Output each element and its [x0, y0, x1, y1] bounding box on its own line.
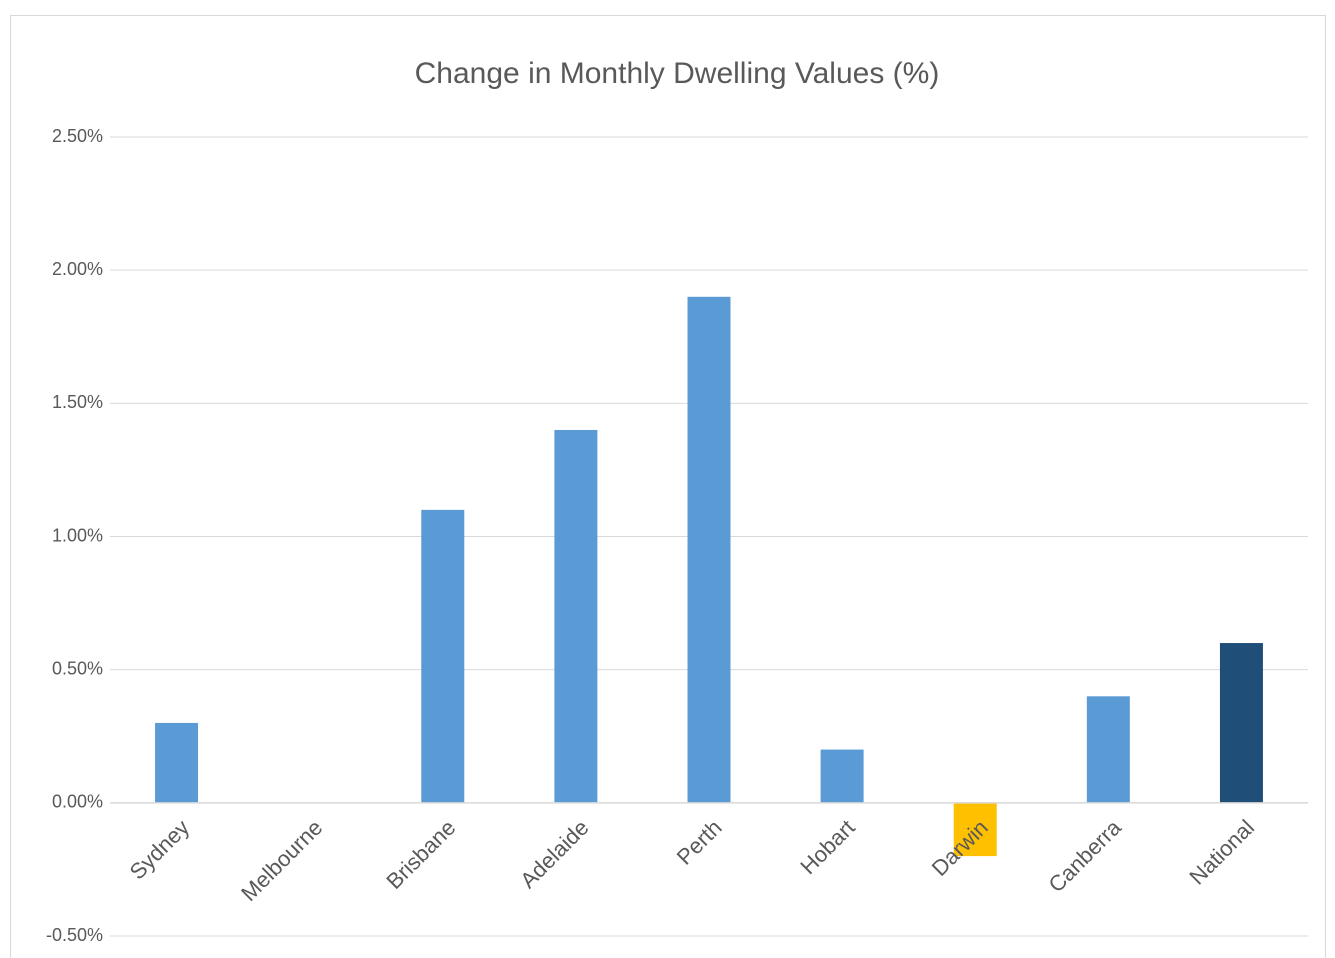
bar	[687, 296, 731, 803]
y-tick-label: 2.00%	[52, 259, 103, 279]
chart-title: Change in Monthly Dwelling Values (%)	[415, 57, 940, 90]
bar	[1219, 643, 1263, 803]
bar	[155, 722, 199, 803]
bar	[554, 429, 598, 803]
bar	[421, 509, 465, 803]
bar	[1086, 696, 1130, 803]
chart-frame	[10, 15, 1326, 958]
y-tick-label: 1.50%	[52, 392, 103, 412]
y-tick-label: 1.00%	[52, 525, 103, 545]
y-tick-label: 2.50%	[52, 126, 103, 146]
bar	[953, 802, 997, 857]
y-tick-label: 0.00%	[52, 792, 103, 812]
y-tick-label: -0.50%	[46, 925, 103, 945]
y-tick-label: 0.50%	[52, 658, 103, 678]
bar	[820, 749, 864, 803]
